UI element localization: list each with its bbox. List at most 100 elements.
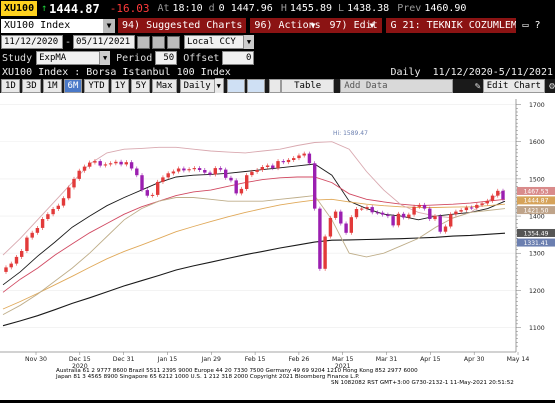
study-select[interactable]: ExpMA xyxy=(36,51,101,65)
open-value: 0 xyxy=(218,3,225,14)
candle-body xyxy=(150,194,155,196)
candle-body xyxy=(349,217,353,233)
candle-body xyxy=(313,163,317,209)
period-field[interactable]: 50 xyxy=(155,51,178,65)
edit-chart-button[interactable]: Edit Chart xyxy=(482,79,545,93)
candle-body xyxy=(203,170,207,173)
end-date-field[interactable]: 05/11/2021 xyxy=(73,35,136,49)
period-button-max[interactable]: Max xyxy=(152,79,177,93)
candle-body xyxy=(318,208,322,269)
candle-body xyxy=(213,168,217,175)
suggested-charts-button[interactable]: 94) Suggested Charts xyxy=(118,18,247,33)
table-button[interactable]: Table xyxy=(281,79,335,93)
x-tick-label: Apr 15 xyxy=(420,356,441,363)
table-icon[interactable] xyxy=(269,79,282,93)
bar-chart-icon[interactable] xyxy=(247,79,266,93)
y-tick-label: 1300 xyxy=(529,251,545,258)
x-tick-label: Jan 29 xyxy=(201,356,221,363)
candle-body xyxy=(82,166,87,171)
period-button-5y[interactable]: 5Y xyxy=(131,79,151,93)
price-tag xyxy=(517,186,555,195)
candle-body xyxy=(35,228,40,233)
edit-dropdown-icon[interactable]: ▼ xyxy=(369,21,375,30)
candle-body xyxy=(61,198,66,206)
y-tick-label: 1200 xyxy=(529,288,545,295)
indicator-series-0 xyxy=(2,163,506,286)
candle-body xyxy=(386,214,390,217)
command-bar: XU100 Index ▼ 94) Suggested Charts 96) A… xyxy=(0,17,555,34)
lock-icon[interactable] xyxy=(167,35,181,49)
currency-select[interactable]: Local CCY xyxy=(184,35,245,49)
candle-body xyxy=(187,169,191,171)
candle-body xyxy=(239,188,244,194)
candle-body xyxy=(454,211,458,215)
period-button-6m[interactable]: 6M xyxy=(63,79,83,93)
candle-body xyxy=(245,175,249,189)
period-button-1m[interactable]: 1M xyxy=(42,79,62,93)
candle-body xyxy=(40,219,45,228)
candle-body xyxy=(218,168,223,170)
ticker-label[interactable]: XU100 xyxy=(1,1,38,16)
security-field[interactable]: XU100 Index xyxy=(1,18,103,33)
candle-body xyxy=(417,204,421,207)
candle-body xyxy=(224,169,228,178)
candle-body xyxy=(192,168,196,170)
price-tag-label: 1421.50 xyxy=(524,207,549,214)
offset-field[interactable]: 0 xyxy=(222,51,255,65)
date-range-dash: - xyxy=(65,36,72,48)
y-tick-label: 1400 xyxy=(529,214,545,221)
candle-body xyxy=(108,163,113,165)
calendar-icon[interactable] xyxy=(137,35,151,49)
pencil-icon[interactable]: ✎ xyxy=(474,80,481,92)
candle-body xyxy=(124,162,128,165)
candle-body xyxy=(129,162,134,169)
actions-button[interactable]: 96) Actions xyxy=(250,18,325,33)
candle-body xyxy=(67,187,71,199)
candle-body xyxy=(88,162,92,167)
study-dropdown-icon[interactable]: ▼ xyxy=(100,51,111,65)
candle-body xyxy=(72,178,76,188)
line-chart-icon[interactable] xyxy=(226,79,246,93)
price-tag xyxy=(517,206,555,215)
price-chart[interactable]: 1100 1200 1300 1400 1500 1600 1700 Nov 30 Dec 15… xyxy=(0,93,555,400)
candle-body xyxy=(46,214,50,219)
security-dropdown-icon[interactable]: ▼ xyxy=(103,18,115,33)
add-data-button[interactable]: Add Data xyxy=(340,79,453,93)
period-button-ytd[interactable]: YTD xyxy=(84,79,109,93)
candle-body xyxy=(407,214,411,218)
x-tick-label: Jan 15 xyxy=(157,356,177,363)
open-label: d xyxy=(208,3,215,14)
candle-body xyxy=(114,161,118,164)
save-icon[interactable] xyxy=(152,35,166,49)
news-ticker[interactable]: G 21: TEKNIK COZUMLEM... xyxy=(386,18,517,33)
start-date-field[interactable]: 11/12/2020 xyxy=(1,35,63,49)
period-button-1y[interactable]: 1Y xyxy=(110,79,130,93)
period-button-3d[interactable]: 3D xyxy=(21,79,41,93)
x-tick-label: Dec 31 xyxy=(113,356,135,363)
help-icon[interactable]: ? xyxy=(534,20,541,31)
candle-body xyxy=(93,161,97,163)
candle-body xyxy=(281,161,285,163)
prev-value: 1460.90 xyxy=(424,3,467,14)
candle-body xyxy=(265,165,270,167)
candle-body xyxy=(480,203,484,205)
period-button-1d[interactable]: 1D xyxy=(1,79,20,93)
frequency-dropdown-icon[interactable]: ▼ xyxy=(214,78,224,94)
candle-body xyxy=(323,236,327,269)
candle-body xyxy=(98,161,102,166)
frequency-select[interactable]: Daily xyxy=(179,79,215,93)
offset-label: Offset xyxy=(183,52,220,64)
chart-toolbar: 1D 3D 1M 6M YTD 1Y 5Y Max Daily ▼ Table Add Dat… xyxy=(0,78,555,94)
x-tick-label: May 14 xyxy=(507,356,530,363)
currency-dropdown-icon[interactable]: ▼ xyxy=(244,35,255,49)
candle-body xyxy=(464,207,469,211)
window-restore-icon[interactable]: ▭ xyxy=(522,20,529,31)
chart-settings-icon[interactable]: ⚙ xyxy=(548,80,555,92)
candle-body xyxy=(370,207,374,213)
y-tick-label: 1700 xyxy=(529,102,545,109)
candle-body xyxy=(391,216,395,226)
actions-dropdown-icon[interactable]: ▼ xyxy=(310,21,316,30)
low-label: L xyxy=(338,3,345,14)
edit-button[interactable]: 97) Edit xyxy=(325,18,382,33)
candle-body xyxy=(182,168,186,171)
